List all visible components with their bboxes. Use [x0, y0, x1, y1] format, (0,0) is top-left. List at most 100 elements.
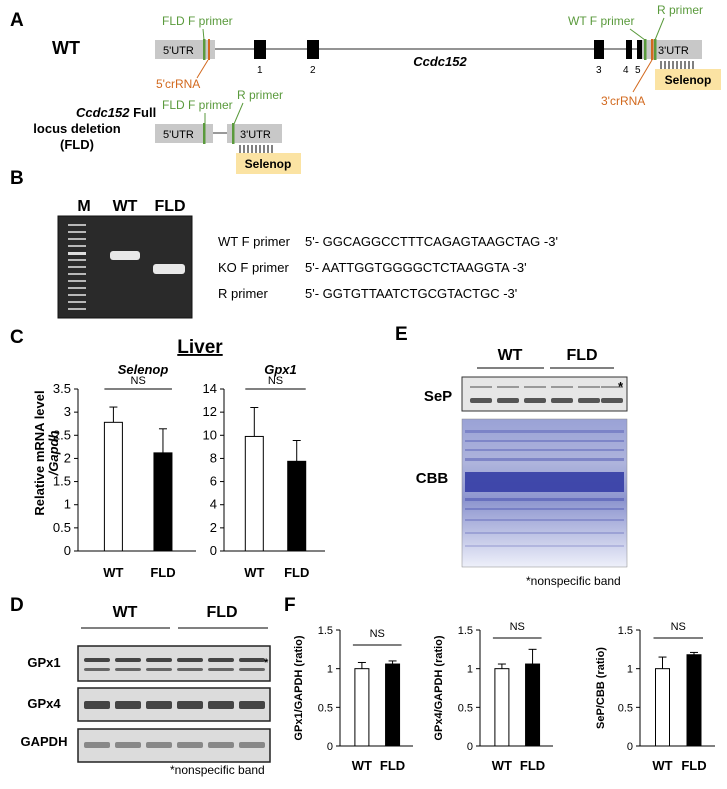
chart-ylabel: GPx4/GAPDH (ratio) [433, 635, 445, 740]
y-tick-label: 2.5 [53, 427, 71, 442]
y-tick-label: 0 [327, 741, 333, 753]
d-row-gpx4: GPx4 [27, 696, 61, 711]
blot-band [208, 742, 234, 748]
wt-selenop-label: Selenop [665, 73, 712, 87]
ladder-band [68, 273, 86, 275]
cbb-band [465, 449, 624, 451]
d-blots [77, 645, 271, 763]
blot-band [115, 668, 141, 671]
primer-seq-2: 5'- AATTGGTGGGGCTCTAAGGTA -3' [305, 260, 527, 275]
blot-band [115, 742, 141, 748]
gel-band-wt [110, 251, 140, 260]
blot-band [208, 658, 234, 662]
sep-band [578, 398, 600, 403]
sep-star: * [618, 379, 624, 394]
y-tick-label: 2 [210, 520, 217, 535]
sep-faint-band [551, 386, 573, 388]
fld-title-rest: Full [133, 105, 156, 120]
wt-selenop-ticks [660, 61, 694, 69]
chart-gpx1: 0 2 4 6 8 10 12 14 Gpx1 WT FLD NS [203, 362, 325, 580]
y-tick-label: 0 [627, 741, 633, 753]
y-tick-label: 1 [327, 664, 333, 676]
x-tick-label: WT [244, 565, 264, 580]
wt-selenop-box [655, 69, 721, 90]
gel-image [57, 215, 193, 319]
cbb-gel [461, 418, 628, 568]
e-group-wt: WT [498, 347, 523, 364]
d-star: * [264, 657, 269, 669]
cbb-band [465, 519, 624, 521]
cbb-band [465, 458, 624, 461]
gene-label: Ccdc152 [413, 54, 467, 69]
bar-fld [525, 663, 541, 747]
y-tick-label: 0 [467, 741, 473, 753]
wt-5crrna-leader [196, 59, 209, 79]
cbb-band [465, 430, 624, 433]
primer-table: WT F primer 5'- GGCAGGCCTTTCAGAGTAAGCTAG… [218, 234, 558, 301]
ns-label: NS [510, 621, 525, 633]
exon-1-label: 1 [257, 65, 263, 76]
y-tick-label: 1.5 [318, 625, 333, 637]
blot-row-2 [77, 728, 271, 763]
e-row-cbb: CBB [416, 470, 449, 487]
panel-label-e: E [395, 324, 408, 345]
ns-label: NS [370, 628, 385, 640]
wt-5crrna-label: 5'crRNA [156, 77, 200, 91]
blot-band [239, 668, 265, 671]
bar-fld [153, 452, 173, 552]
ladder-band [68, 308, 86, 310]
exon-1 [254, 40, 266, 59]
chart-ylabel: GPx1/GAPDH (ratio) [293, 635, 305, 740]
ladder-band [68, 301, 86, 303]
y-tick-label: 0.5 [53, 520, 71, 535]
fld-r-primer-leader [233, 102, 244, 125]
d-group-fld: FLD [206, 604, 237, 621]
y-tick-label: 1.5 [618, 625, 633, 637]
fld-r-primer-mark [232, 123, 235, 144]
blot-band [146, 701, 172, 709]
wt-3utr-label: 3'UTR [658, 45, 689, 57]
x-tick-label: FLD [380, 758, 405, 773]
blot-row-0 [77, 645, 271, 682]
y-tick-label: 4 [210, 497, 217, 512]
cbb-band [465, 440, 624, 442]
c-ylabel-line1: Relative mRNA level [32, 390, 47, 515]
x-tick-label: WT [103, 565, 123, 580]
x-tick-label: FLD [284, 565, 309, 580]
wt-3crrna-mark [651, 39, 654, 60]
wt-5utr-label: 5'UTR [163, 45, 194, 57]
x-tick-label: WT [652, 758, 672, 773]
exon-3 [594, 40, 604, 59]
y-tick-label: 0.5 [318, 702, 333, 714]
wt-3crrna-label: 3'crRNA [601, 94, 645, 108]
panel-label-c: C [10, 327, 24, 348]
fld-f-primer-mark [203, 123, 206, 144]
sep-band [551, 398, 573, 403]
gel-lane-wt: WT [113, 198, 138, 215]
fld-5utr-box [155, 124, 213, 143]
d-row-gapdh: GAPDH [21, 734, 68, 749]
x-tick-label: WT [492, 758, 512, 773]
chart-gpx1-gapdh: 0 0.5 1 1.5 GPx1/GAPDH (ratio) WT FLD NS [293, 625, 413, 773]
c-ylabel-line2: /Gapdh [46, 431, 61, 477]
fld-title-line2: locus deletion [33, 121, 120, 136]
gel-lane-fld: FLD [154, 198, 185, 215]
bar-fld [385, 663, 401, 747]
primer-name-1: WT F primer [218, 234, 291, 249]
gel-ladder [68, 224, 86, 310]
bar-wt [244, 435, 264, 552]
chart-title: Gpx1 [264, 362, 297, 377]
ladder-band [68, 252, 86, 255]
blot-band [146, 668, 172, 671]
sep-blot: * [461, 376, 628, 412]
e-footnote: *nonspecific band [526, 574, 621, 588]
x-tick-label: FLD [681, 758, 706, 773]
sep-band [524, 398, 546, 403]
exon-3-label: 3 [596, 65, 602, 76]
panel-label-d: D [10, 595, 24, 616]
d-group-wt: WT [113, 604, 138, 621]
y-tick-label: 1 [64, 497, 71, 512]
x-tick-label: FLD [150, 565, 175, 580]
liver-title: Liver [177, 337, 223, 358]
